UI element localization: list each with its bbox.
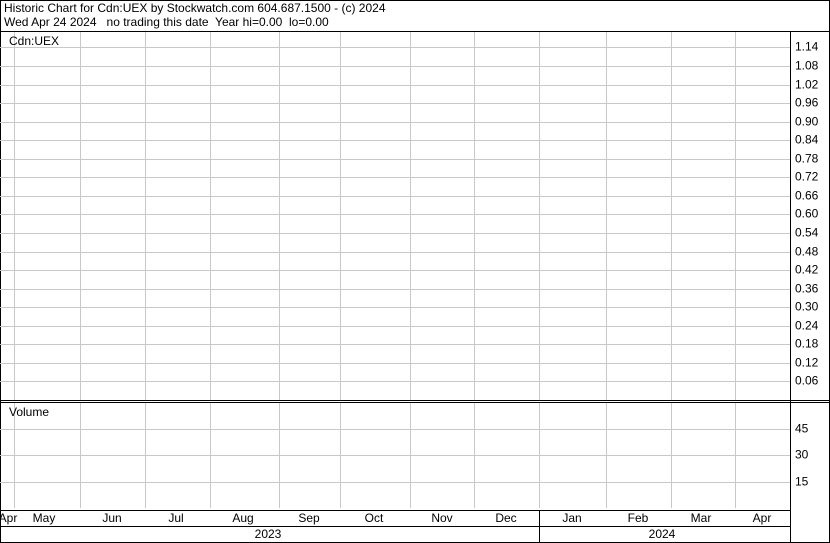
y-tick-label: 0.18 [795,337,819,351]
year-label: 2024 [649,527,676,541]
x-tick-label: Jan [562,511,581,525]
x-tick-label: Mar [691,511,712,525]
x-tick-label: Sep [298,511,320,525]
y-tick-label: 1.08 [795,59,819,73]
y-tick-label: 0.24 [795,319,819,333]
x-tick-label: Feb [628,511,649,525]
x-tick-label: Apr [0,511,17,525]
y-tick-label: 0.48 [795,245,819,259]
y-tick-label: 1.14 [795,40,819,54]
x-tick-label: Oct [365,511,384,525]
x-tick-label: Jun [102,511,121,525]
y-tick-label: 0.96 [795,96,819,110]
x-tick-label: Jul [168,511,183,525]
y-tick-label: 0.66 [795,189,819,203]
y-tick-label: 0.06 [795,374,819,388]
y-tick-label: 0.42 [795,263,819,277]
chart-title: Historic Chart for Cdn:UEX by Stockwatch… [4,1,386,15]
y-tick-label: 0.36 [795,282,819,296]
x-tick-label: May [33,511,56,525]
y-tick-label: 0.72 [795,170,819,184]
x-tick-label: Nov [431,511,452,525]
x-tick-label: Apr [753,511,772,525]
y-tick-label: 0.60 [795,207,819,221]
y-tick-label: 0.78 [795,152,819,166]
y-tick-label: 30 [795,448,809,462]
y-tick-label: 15 [795,475,809,489]
y-tick-label: 45 [795,422,809,436]
y-tick-label: 0.84 [795,133,819,147]
y-tick-label: 1.02 [795,78,819,92]
volume-label: Volume [9,405,49,419]
chart-subtitle: Wed Apr 24 2024 no trading this date Yea… [4,15,329,29]
price-label: Cdn:UEX [9,34,59,48]
y-tick-label: 0.90 [795,115,819,129]
x-tick-label: Dec [495,511,516,525]
y-tick-label: 0.54 [795,226,819,240]
y-tick-label: 0.12 [795,356,819,370]
year-label: 2023 [255,527,282,541]
x-tick-label: Aug [232,511,253,525]
y-tick-label: 0.30 [795,300,819,314]
